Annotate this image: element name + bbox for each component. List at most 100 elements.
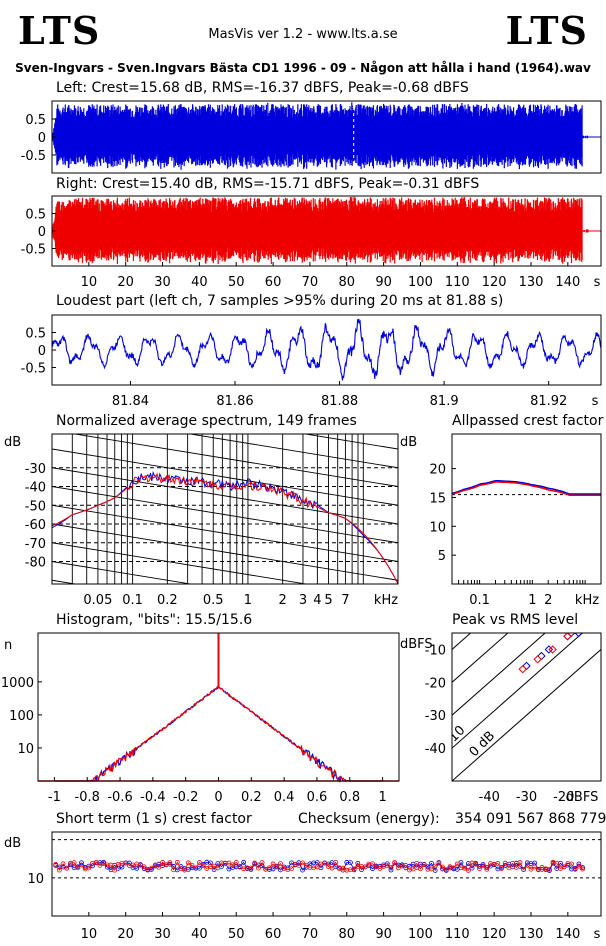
short-crest-line-right bbox=[55, 861, 583, 871]
short-crest-point bbox=[377, 866, 383, 871]
crest-diagonal-label: 10 bbox=[446, 723, 468, 745]
right-y-tick-label: -0.5 bbox=[21, 243, 46, 258]
short-crest-point bbox=[75, 865, 81, 871]
right-x-tick-label: 80 bbox=[338, 275, 355, 290]
short-crest-point bbox=[167, 860, 173, 866]
peak-rms-point bbox=[566, 633, 576, 638]
spectrum-x-tick-label: 4 bbox=[313, 593, 321, 608]
right-x-tick-label: 40 bbox=[191, 275, 208, 290]
spectrum-slope-line bbox=[52, 561, 194, 584]
short-crest-point bbox=[60, 861, 66, 867]
spectrum-slope-line bbox=[52, 467, 398, 525]
short-crest-point bbox=[141, 864, 147, 870]
crest-frame bbox=[451, 433, 602, 585]
short-crest-point bbox=[429, 860, 434, 866]
short-crest-point bbox=[259, 860, 265, 866]
peak-rms-point bbox=[522, 661, 531, 671]
crest-curve-right bbox=[451, 481, 601, 496]
peak-rms-point bbox=[578, 633, 587, 634]
loudest-x-unit: s bbox=[592, 394, 599, 409]
short-crest-x-tick-label: 20 bbox=[117, 927, 134, 942]
right-x-tick-label: 140 bbox=[555, 275, 580, 290]
short-crest-point bbox=[502, 860, 508, 866]
short-crest-point bbox=[296, 863, 302, 868]
histogram-curve-right bbox=[54, 685, 383, 782]
short-crest-point bbox=[443, 867, 449, 873]
spectrum-slope-line bbox=[72, 434, 398, 487]
short-crest-point bbox=[314, 864, 320, 870]
short-crest-point bbox=[193, 865, 199, 871]
peak-rms-point bbox=[583, 620, 590, 627]
histogram-y-tick-label: 10 bbox=[17, 742, 34, 757]
peak-rms-x-tick-label: -20 bbox=[553, 790, 574, 805]
peak-rms-point bbox=[575, 623, 582, 630]
histogram-x-tick-label: 1 bbox=[378, 790, 386, 805]
short-crest-point bbox=[149, 865, 154, 871]
short-crest-point bbox=[473, 861, 479, 867]
crest-y-tick-label: 10 bbox=[429, 520, 446, 535]
spectrum-frame bbox=[51, 433, 399, 585]
short-crest-x-tick-label: 130 bbox=[519, 927, 544, 942]
short-crest-point bbox=[572, 866, 578, 872]
spectrum-x-tick-label: 1 bbox=[244, 593, 252, 608]
peak-rms-frame bbox=[451, 632, 602, 782]
peak-rms-point bbox=[533, 655, 542, 664]
short-crest-point bbox=[204, 865, 210, 871]
peak-rms-point bbox=[570, 633, 580, 634]
left-waveform bbox=[51, 102, 588, 170]
crest-y-tick-label: 5 bbox=[438, 549, 446, 564]
peak-rms-point bbox=[518, 664, 528, 674]
peak-rms-point bbox=[579, 620, 586, 627]
peak-rms-x-tick-label: -30 bbox=[516, 790, 537, 805]
peak-rms-point bbox=[583, 616, 590, 623]
short-crest-y-tick-label: 10 bbox=[27, 872, 44, 887]
spectrum-slope-line bbox=[52, 448, 398, 506]
right-x-tick-label: 110 bbox=[445, 275, 470, 290]
short-crest-point bbox=[278, 861, 283, 866]
loudest-x-tick-label: 81.9 bbox=[430, 394, 459, 409]
histogram-x-tick-label: -0.4 bbox=[140, 790, 165, 805]
short-crest-x-tick-label: 140 bbox=[555, 927, 580, 942]
short-crest-point bbox=[351, 866, 357, 872]
spectrum-slope-line bbox=[302, 434, 398, 450]
right-x-tick-label: 120 bbox=[482, 275, 507, 290]
short-crest-point bbox=[189, 862, 195, 868]
histogram-x-tick-label: 0.8 bbox=[339, 790, 360, 805]
short-crest-point bbox=[499, 866, 504, 872]
short-crest-point bbox=[469, 865, 475, 871]
short-crest-point bbox=[215, 865, 221, 871]
spectrum-slope-line bbox=[52, 504, 398, 562]
histogram-x-tick-label: 0.6 bbox=[307, 790, 328, 805]
lts-logo-right: LTS bbox=[505, 8, 588, 53]
short-crest-point bbox=[517, 860, 523, 865]
peak-rms-point bbox=[574, 633, 583, 638]
short-crest-point bbox=[576, 863, 582, 869]
short-crest-point bbox=[359, 867, 364, 873]
right-y-tick-label: 0 bbox=[38, 225, 46, 240]
loudest-x-tick-label: 81.88 bbox=[321, 394, 358, 409]
short-crest-point bbox=[535, 867, 541, 873]
peak-rms-point bbox=[579, 620, 586, 627]
peak-rms-y-label: dBFS bbox=[400, 637, 433, 652]
peak-rms-point bbox=[563, 633, 572, 641]
right-channel-title: Right: Crest=15.40 dB, RMS=-15.71 dBFS, … bbox=[56, 176, 480, 192]
short-crest-point bbox=[384, 863, 390, 869]
peak-vs-rms-title: Peak vs RMS level bbox=[452, 612, 579, 628]
histogram-x-tick-label: 0.4 bbox=[274, 790, 295, 805]
short-crest-point bbox=[300, 867, 305, 873]
short-crest-point bbox=[454, 861, 460, 867]
right-x-tick-label: 30 bbox=[154, 275, 171, 290]
allpassed-crest-title: Allpassed crest factor bbox=[452, 413, 604, 429]
peak-rms-point bbox=[563, 633, 572, 641]
crest-x-tick-label: 2 bbox=[544, 593, 552, 608]
short-crest-x-tick-label: 120 bbox=[482, 927, 507, 942]
peak-rms-point bbox=[583, 623, 590, 630]
short-crest-point bbox=[255, 865, 261, 871]
short-crest-x-tick-label: 90 bbox=[375, 927, 392, 942]
spectrum-x-tick-label: 5 bbox=[324, 593, 332, 608]
lts-logo-left: LTS bbox=[18, 8, 101, 53]
short-crest-point bbox=[160, 860, 165, 865]
short-crest-point bbox=[440, 864, 445, 870]
short-crest-point bbox=[112, 867, 118, 873]
spectrum-y-tick-label: -50 bbox=[25, 499, 46, 514]
